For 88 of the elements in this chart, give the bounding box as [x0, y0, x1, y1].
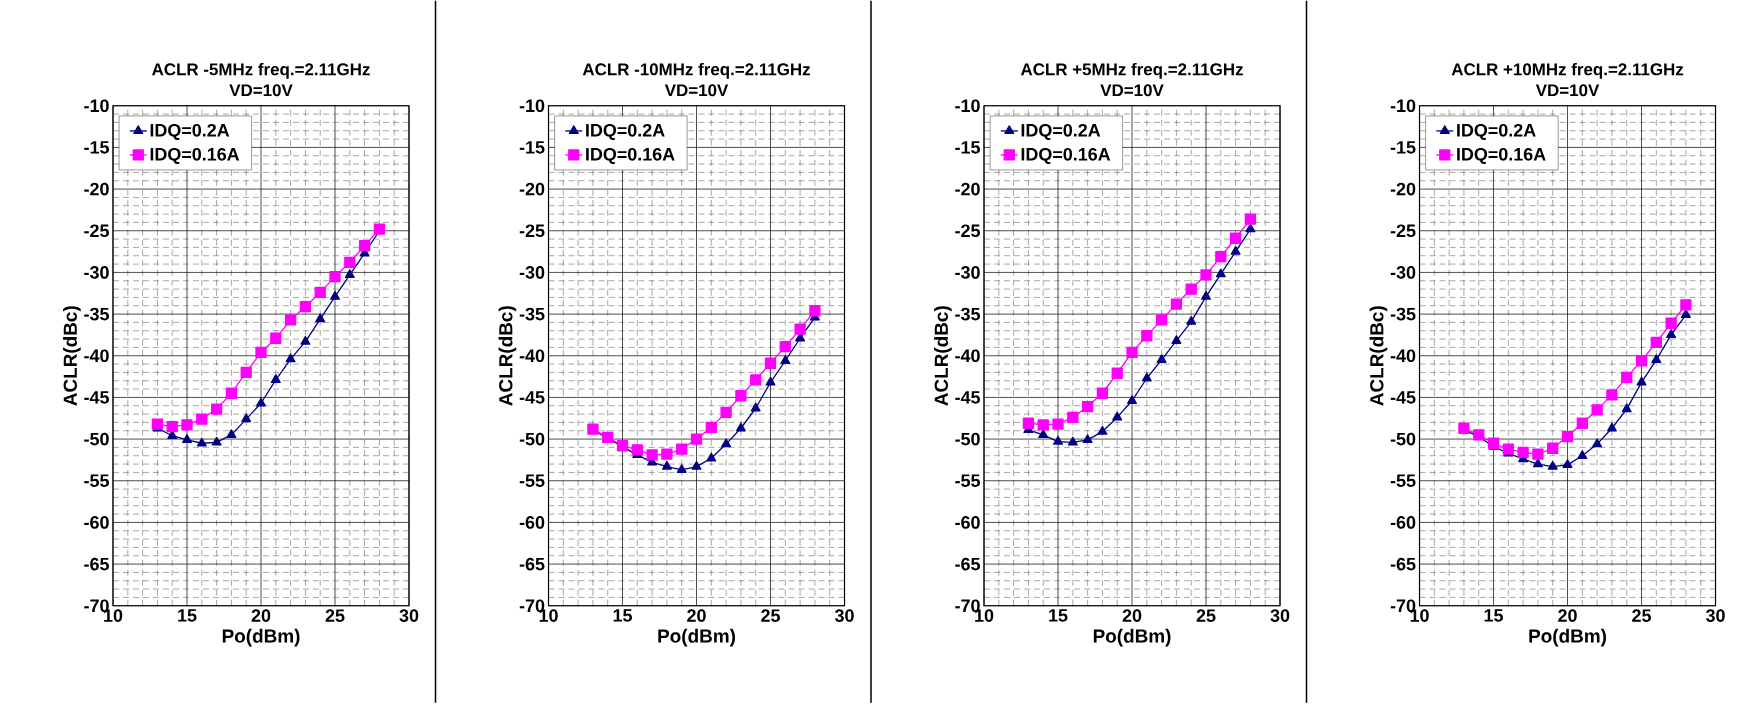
- y-tick-label: -35: [84, 307, 109, 321]
- y-tick-label: -35: [1390, 307, 1416, 321]
- y-tick-label: -65: [955, 557, 980, 571]
- y-tick-label: -50: [1390, 432, 1416, 446]
- y-tick-label: -50: [84, 432, 109, 446]
- y-tick-label: -35: [955, 307, 980, 321]
- x-tick-label: 30: [1270, 609, 1290, 623]
- y-tick-label: -50: [519, 432, 545, 446]
- legend-label: IDQ=0.16A: [1457, 148, 1546, 165]
- legend-label: IDQ=0.2A: [586, 124, 665, 141]
- y-tick-label: -50: [955, 432, 980, 446]
- y-tick-label: -20: [955, 182, 980, 196]
- legend-label: IDQ=0.2A: [1021, 124, 1101, 141]
- y-tick-label: -65: [1390, 557, 1416, 571]
- chart-title: ACLR +5MHz freq.=2.11GHz: [1020, 63, 1243, 79]
- y-axis-title: ACLR(dBc): [498, 306, 517, 406]
- y-tick-label: -55: [1390, 474, 1416, 488]
- y-tick-label: -25: [955, 224, 980, 238]
- y-tick-label: -55: [519, 474, 545, 488]
- x-tick-label: 15: [178, 609, 197, 623]
- x-tick-label: 30: [834, 609, 854, 623]
- y-axis-title: ACLR(dBc): [934, 306, 952, 406]
- y-tick-label: -10: [1390, 99, 1416, 113]
- y-tick-label: -20: [84, 182, 109, 196]
- legend-label: IDQ=0.16A: [1021, 148, 1111, 165]
- x-tick-label: 25: [761, 609, 780, 623]
- x-tick-label: 25: [325, 609, 345, 623]
- y-tick-label: -60: [84, 516, 109, 530]
- y-tick-label: -65: [519, 557, 545, 571]
- y-axis-title: ACLR(dBc): [1369, 306, 1388, 406]
- y-tick-label: -40: [1390, 349, 1416, 363]
- y-tick-label: -20: [1390, 182, 1416, 196]
- chart-subtitle: VD=10V: [229, 84, 293, 97]
- y-tick-label: -55: [955, 474, 980, 488]
- y-tick-label: -10: [84, 99, 109, 113]
- y-tick-label: -40: [84, 349, 109, 363]
- x-tick-label: 20: [251, 609, 271, 623]
- x-tick-label: 20: [1122, 609, 1142, 623]
- x-axis-title: Po(dBm): [1093, 629, 1171, 647]
- x-axis-title: Po(dBm): [222, 629, 300, 647]
- x-axis-title: Po(dBm): [658, 629, 735, 647]
- x-tick-label: 15: [1049, 609, 1068, 623]
- x-tick-label: 15: [1484, 609, 1503, 623]
- y-tick-label: -30: [1390, 266, 1416, 280]
- x-tick-label: 25: [1632, 609, 1651, 623]
- chart-title: ACLR +10MHz freq.=2.11GHz: [1451, 63, 1684, 79]
- y-tick-label: -60: [955, 516, 980, 530]
- legend-label: IDQ=0.16A: [586, 148, 675, 165]
- chart-title: ACLR -5MHz freq.=2.11GHz: [152, 63, 370, 79]
- y-tick-label: -60: [1390, 516, 1416, 530]
- y-tick-label: -20: [519, 182, 545, 196]
- x-tick-label: 20: [687, 609, 706, 623]
- x-axis-title: Po(dBm): [1529, 629, 1606, 647]
- y-tick-label: -25: [519, 224, 545, 238]
- y-tick-label: -30: [955, 266, 980, 280]
- y-tick-label: -15: [1390, 141, 1416, 154]
- y-tick-label: -30: [519, 266, 545, 280]
- y-tick-label: -45: [84, 391, 109, 404]
- chart-subtitle: VD=10V: [664, 84, 729, 97]
- x-tick-label: 30: [1705, 609, 1725, 623]
- chart-title: ACLR -10MHz freq.=2.11GHz: [582, 63, 810, 79]
- y-tick-label: -45: [1390, 391, 1416, 404]
- y-tick-label: -55: [84, 474, 109, 488]
- y-tick-label: -35: [519, 307, 545, 321]
- y-tick-label: -10: [955, 99, 980, 113]
- y-tick-label: -15: [84, 141, 109, 154]
- y-tick-label: -15: [519, 141, 545, 154]
- y-axis-title: ACLR(dBc): [63, 306, 81, 406]
- y-tick-label: -60: [519, 516, 545, 530]
- x-tick-label: 30: [399, 609, 419, 623]
- y-tick-label: -30: [84, 266, 109, 280]
- legend-label: IDQ=0.2A: [1457, 124, 1536, 141]
- y-tick-label: -15: [955, 141, 980, 154]
- y-tick-label: -65: [84, 557, 109, 571]
- y-tick-label: -40: [519, 349, 545, 363]
- chart-subtitle: VD=10V: [1535, 84, 1600, 97]
- x-tick-label: 20: [1558, 609, 1577, 623]
- y-tick-label: -45: [955, 391, 980, 404]
- y-tick-label: -40: [955, 349, 980, 363]
- y-tick-label: -45: [519, 391, 545, 404]
- chart-subtitle: VD=10V: [1100, 84, 1164, 97]
- y-tick-label: -25: [1390, 224, 1416, 238]
- x-tick-label: 25: [1196, 609, 1216, 623]
- legend-label: IDQ=0.2A: [150, 124, 230, 141]
- x-tick-label: 15: [613, 609, 632, 623]
- legend-label: IDQ=0.16A: [150, 148, 240, 165]
- y-tick-label: -10: [519, 99, 545, 113]
- y-tick-label: -25: [84, 224, 109, 238]
